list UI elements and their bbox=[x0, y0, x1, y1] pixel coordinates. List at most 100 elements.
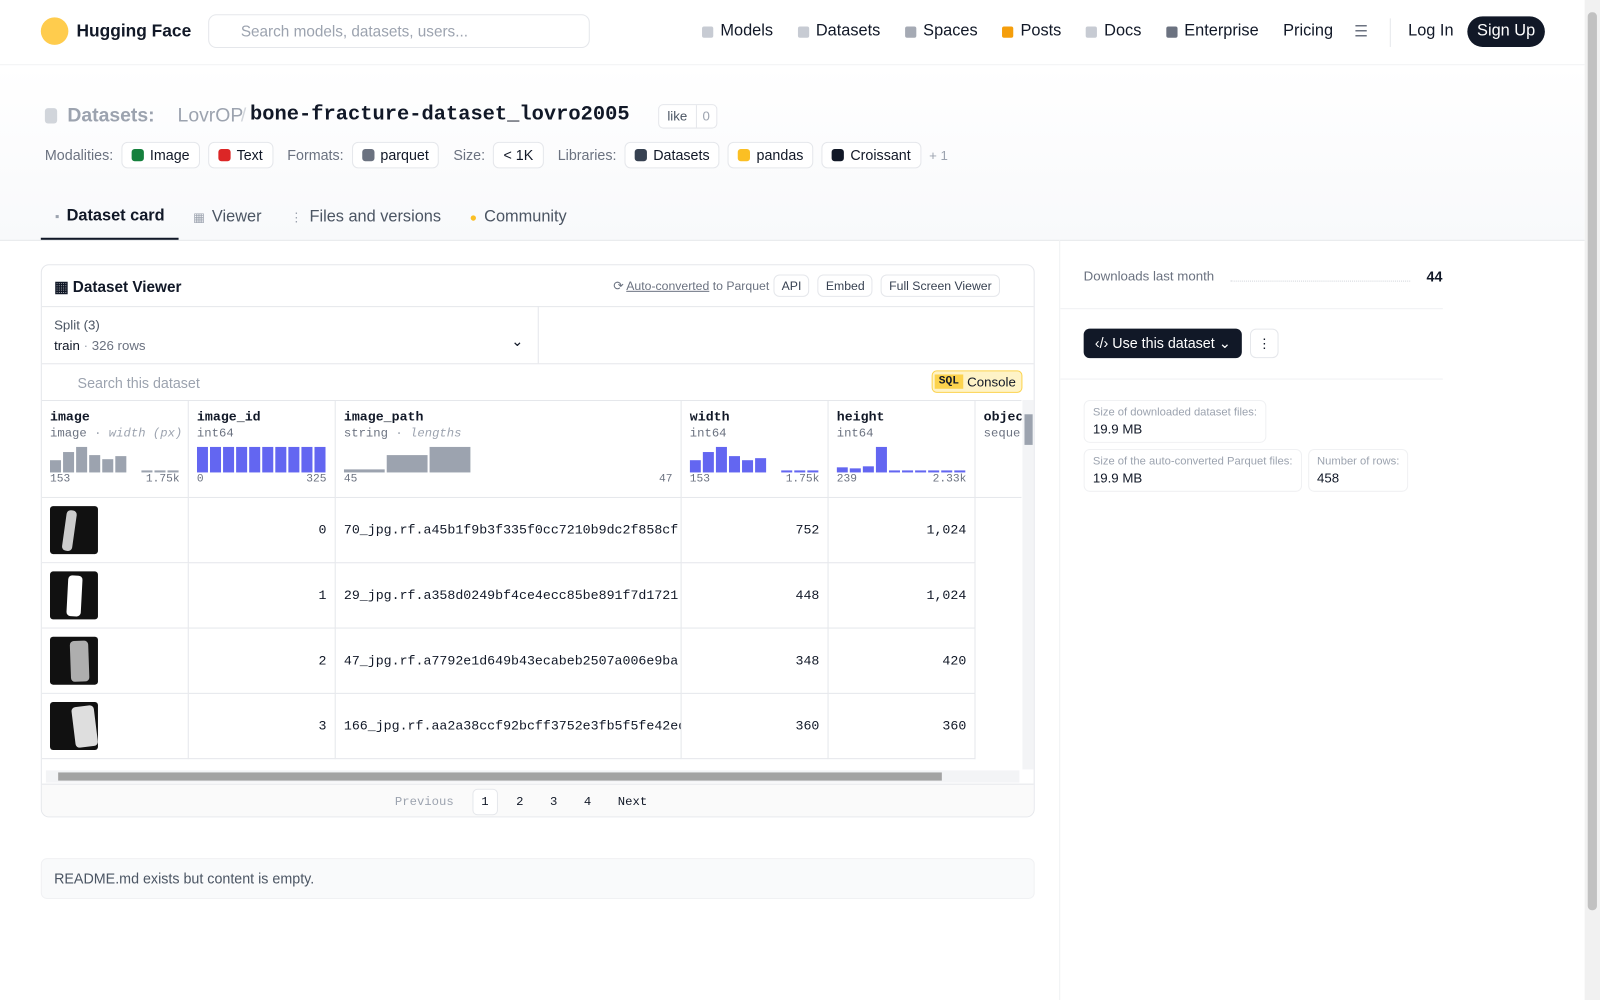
like-button[interactable]: like 0 bbox=[658, 104, 718, 129]
thumbnail[interactable] bbox=[49, 571, 98, 620]
viewer-button[interactable]: Embed bbox=[817, 274, 873, 297]
sql-console[interactable]: SQL Console bbox=[931, 370, 1022, 393]
cell: 70_jpg.rf.a45b1f9b3f335f0cc7210b9dc2f858… bbox=[335, 497, 682, 564]
tab[interactable]: ⋮ Files and versions bbox=[276, 194, 456, 240]
nav-link[interactable]: Models bbox=[702, 22, 773, 40]
auto-converted-link[interactable]: Auto-converted bbox=[626, 278, 710, 293]
histogram-bar bbox=[196, 446, 208, 473]
column-header[interactable]: image_id int64 0 325 bbox=[188, 401, 336, 498]
cell-text: 2 bbox=[318, 653, 327, 669]
cell-text: 1 bbox=[318, 587, 327, 604]
range-min: 153 bbox=[49, 473, 71, 486]
search-box[interactable]: Search models, datasets, users... bbox=[208, 14, 590, 48]
column-header[interactable]: objec seque bbox=[975, 401, 1022, 498]
tag[interactable]: Croissant bbox=[821, 141, 921, 169]
h-scrollbar[interactable] bbox=[45, 770, 1020, 783]
nav-link[interactable]: Enterprise bbox=[1165, 22, 1259, 40]
viewer-button[interactable]: API bbox=[773, 274, 810, 297]
tag-icon bbox=[831, 148, 845, 162]
column-dtype: string bbox=[343, 426, 388, 441]
dataset-name[interactable]: bone-fracture-dataset_lovro2005 bbox=[249, 103, 630, 127]
histogram bbox=[49, 446, 179, 473]
nav-link[interactable]: Spaces bbox=[904, 22, 978, 40]
tag[interactable]: pandas bbox=[727, 141, 814, 169]
split-dropdown[interactable]: ⌄ bbox=[511, 332, 524, 349]
column-name: objec bbox=[983, 409, 1022, 425]
stat-label: Size of the auto-converted Parquet files… bbox=[1092, 455, 1293, 468]
tag[interactable]: Image bbox=[121, 141, 200, 169]
nav-link[interactable]: Pricing bbox=[1283, 22, 1333, 40]
logo[interactable] bbox=[40, 17, 69, 45]
nav-link[interactable]: Datasets bbox=[797, 22, 880, 40]
auto-converted[interactable]: ⟳ Auto-converted to Parquet bbox=[613, 278, 770, 293]
tag[interactable]: Text bbox=[208, 141, 273, 169]
tab[interactable]: ● Community bbox=[455, 194, 581, 240]
column-type: int64 bbox=[197, 427, 327, 441]
page-button[interactable]: 1 bbox=[472, 788, 498, 816]
cell-text: 348 bbox=[795, 653, 820, 669]
tab[interactable]: ▦ Viewer bbox=[179, 194, 276, 240]
histogram bbox=[343, 446, 471, 473]
tab[interactable]: ▪ Dataset card bbox=[40, 194, 179, 240]
page-button[interactable]: 4 bbox=[583, 794, 592, 810]
column-header[interactable]: image_path string · lengths 45 47 bbox=[335, 401, 682, 498]
owner[interactable]: LovrOP bbox=[177, 105, 244, 127]
histogram-bar bbox=[902, 470, 914, 473]
tab-label: Dataset card bbox=[66, 206, 165, 224]
nav-links: Models Datasets Spaces Posts Docs Enterprise P… bbox=[702, 22, 1333, 40]
range-max: 1.75k bbox=[145, 473, 180, 486]
use-dataset[interactable]: ‹/› Use this dataset ⌄ bbox=[1083, 328, 1242, 359]
column-header[interactable]: width int64 153 1.75k bbox=[681, 401, 829, 498]
page-scrollbar[interactable] bbox=[1584, 0, 1600, 1000]
menu-icon[interactable]: ☰ bbox=[1354, 23, 1368, 41]
histogram-bar bbox=[849, 468, 861, 473]
thumbnail[interactable] bbox=[49, 636, 98, 685]
cell-text: 166_jpg.rf.aa2a38ccf92bcff3752e3fb5f5fe4… bbox=[343, 718, 682, 734]
split[interactable]: train · 326 rows bbox=[54, 337, 146, 354]
tab-icon: ● bbox=[469, 209, 478, 224]
dataset-viewer: ▦ Dataset Viewer ⟳ Auto-converted to Par… bbox=[40, 264, 1035, 818]
tag[interactable]: Datasets bbox=[624, 141, 720, 169]
previous[interactable]: Previous bbox=[394, 794, 454, 810]
signup[interactable]: Sign Up bbox=[1467, 16, 1545, 47]
viewer-button[interactable]: Full Screen Viewer bbox=[880, 274, 1000, 297]
cell: 1,024 bbox=[828, 497, 976, 564]
histogram-bar bbox=[154, 470, 166, 473]
range-max: 47 bbox=[658, 473, 673, 486]
cell: 1 bbox=[188, 563, 336, 629]
login[interactable]: Log In bbox=[1408, 22, 1454, 40]
thumbnail[interactable] bbox=[49, 702, 98, 750]
v-scrollbar[interactable] bbox=[1022, 399, 1034, 770]
nav-link[interactable]: Docs bbox=[1085, 22, 1141, 40]
cell-text: 29_jpg.rf.a358d0249bf4ce4ecc85be891f7d17… bbox=[343, 587, 682, 604]
search-input[interactable]: Search this dataset bbox=[77, 374, 200, 391]
nav-link-label: Spaces bbox=[923, 22, 978, 40]
tag-icon bbox=[738, 148, 751, 162]
column-header[interactable]: height int64 239 2.33k bbox=[828, 401, 976, 498]
tag[interactable]: parquet bbox=[351, 141, 440, 169]
histogram-bar bbox=[288, 446, 300, 473]
column-header[interactable]: image image · width (px) 153 1.75k bbox=[41, 401, 189, 498]
next[interactable]: Next bbox=[617, 794, 648, 810]
bone bbox=[66, 575, 83, 617]
more-menu[interactable]: ⋮ bbox=[1249, 328, 1279, 359]
tag-group-label: Formats: bbox=[287, 146, 344, 164]
data-grid: image image · width (px) 153 1.75k image_id i… bbox=[41, 399, 1022, 770]
thumbnail[interactable] bbox=[49, 506, 98, 555]
histogram-bar bbox=[941, 470, 953, 473]
nav-link[interactable]: Posts bbox=[1002, 22, 1061, 40]
sidebar-divider bbox=[1059, 239, 1061, 1000]
tag[interactable]: < 1K bbox=[493, 141, 544, 169]
stat-value: 19.9 MB bbox=[1092, 421, 1143, 437]
separator: / bbox=[240, 105, 247, 127]
histogram-bar bbox=[875, 446, 887, 473]
image-cell bbox=[41, 497, 189, 564]
image-cell bbox=[41, 693, 189, 760]
page-button[interactable]: 2 bbox=[516, 794, 524, 810]
nav-link-label: Enterprise bbox=[1184, 22, 1259, 40]
more-tags[interactable]: + 1 bbox=[929, 147, 948, 163]
histogram-bar bbox=[728, 456, 740, 473]
page-button[interactable]: 3 bbox=[550, 794, 558, 810]
brand[interactable]: Hugging Face bbox=[76, 21, 192, 41]
tag-label: Datasets bbox=[653, 146, 710, 164]
